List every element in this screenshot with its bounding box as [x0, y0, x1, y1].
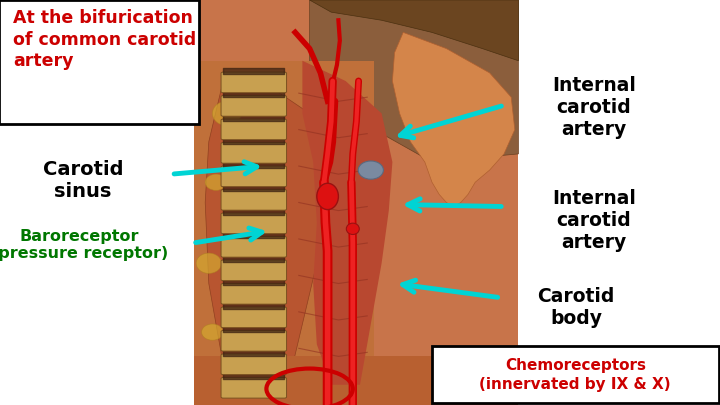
Ellipse shape	[205, 174, 227, 190]
Ellipse shape	[212, 101, 241, 126]
FancyBboxPatch shape	[221, 143, 287, 163]
Text: Carotid
sinus: Carotid sinus	[42, 160, 123, 201]
Text: Internal
carotid
artery: Internal carotid artery	[552, 76, 636, 139]
Polygon shape	[302, 61, 392, 385]
Text: At the bifurication
of common carotid
artery: At the bifurication of common carotid ar…	[13, 9, 197, 70]
FancyBboxPatch shape	[221, 330, 287, 351]
FancyBboxPatch shape	[221, 166, 287, 187]
FancyBboxPatch shape	[221, 237, 287, 257]
FancyBboxPatch shape	[432, 346, 719, 403]
Polygon shape	[310, 0, 518, 61]
FancyBboxPatch shape	[221, 307, 287, 328]
FancyBboxPatch shape	[194, 0, 518, 405]
Polygon shape	[310, 0, 518, 162]
Text: Internal
carotid
artery: Internal carotid artery	[552, 189, 636, 252]
FancyBboxPatch shape	[221, 377, 287, 398]
FancyBboxPatch shape	[221, 354, 287, 375]
FancyBboxPatch shape	[221, 260, 287, 281]
FancyBboxPatch shape	[221, 213, 287, 234]
Text: Baroreceptor
(pressure receptor): Baroreceptor (pressure receptor)	[0, 229, 168, 261]
Polygon shape	[205, 81, 338, 385]
FancyBboxPatch shape	[221, 190, 287, 210]
FancyBboxPatch shape	[0, 0, 199, 124]
Ellipse shape	[317, 183, 338, 210]
Ellipse shape	[346, 223, 359, 234]
Ellipse shape	[359, 161, 384, 179]
Ellipse shape	[202, 324, 223, 340]
FancyBboxPatch shape	[221, 119, 287, 140]
FancyBboxPatch shape	[221, 96, 287, 116]
Polygon shape	[392, 32, 515, 207]
FancyBboxPatch shape	[221, 284, 287, 304]
Ellipse shape	[196, 253, 222, 273]
FancyBboxPatch shape	[221, 72, 287, 93]
FancyBboxPatch shape	[194, 61, 374, 405]
Text: Carotid
body: Carotid body	[537, 287, 615, 328]
FancyBboxPatch shape	[194, 356, 518, 405]
Text: Chemoreceptors
(innervated by IX & X): Chemoreceptors (innervated by IX & X)	[480, 358, 671, 392]
